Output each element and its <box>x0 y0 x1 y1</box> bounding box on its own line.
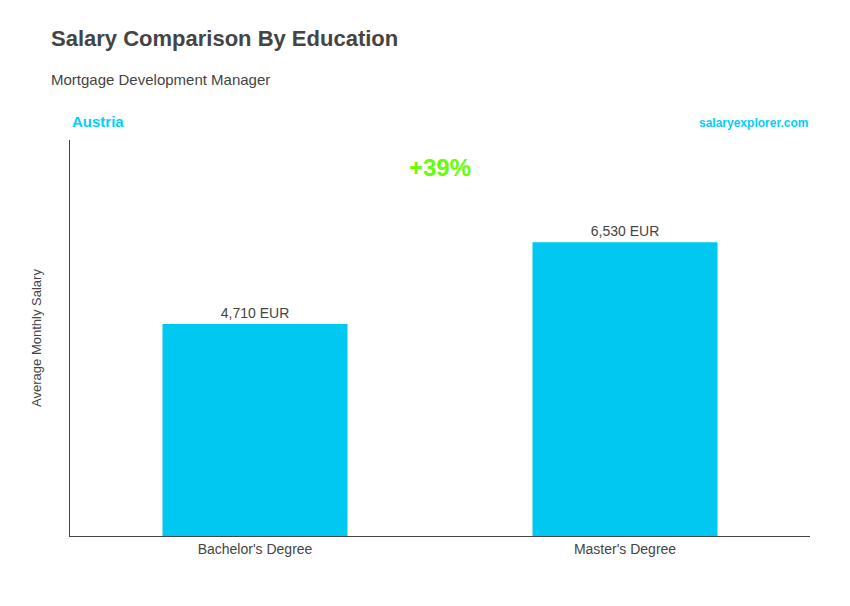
svg-text:Average Monthly Salary: Average Monthly Salary <box>29 269 44 407</box>
svg-text:Bachelor's Degree: Bachelor's Degree <box>198 541 313 557</box>
svg-text:4,710 EUR: 4,710 EUR <box>221 305 289 321</box>
svg-text:Austria: Austria <box>72 113 124 130</box>
svg-text:Mortgage Development Manager: Mortgage Development Manager <box>51 71 270 88</box>
svg-text:+39%: +39% <box>409 154 471 181</box>
svg-text:6,530 EUR: 6,530 EUR <box>591 223 659 239</box>
svg-text:Master's Degree: Master's Degree <box>574 541 676 557</box>
svg-text:Salary Comparison By Education: Salary Comparison By Education <box>51 26 398 51</box>
svg-text:salaryexplorer.com: salaryexplorer.com <box>699 116 808 130</box>
